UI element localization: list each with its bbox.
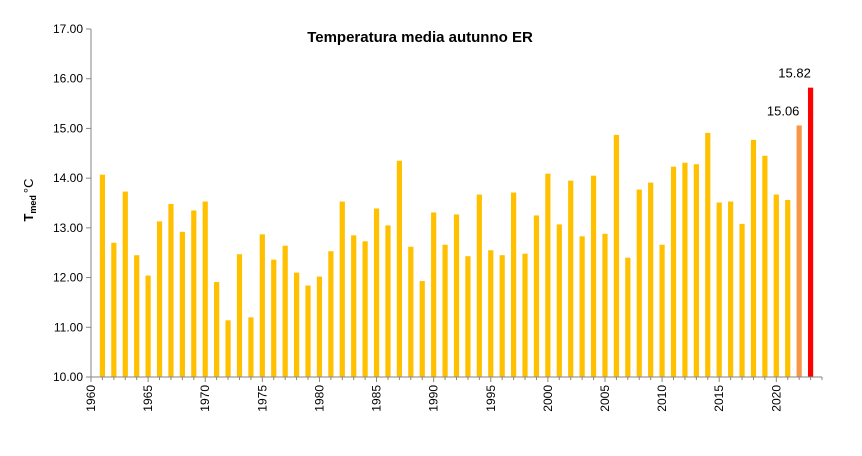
bar-1996 — [499, 255, 505, 377]
bar-1999 — [533, 215, 540, 377]
bar-1974 — [248, 317, 254, 377]
bar-1968 — [179, 231, 185, 377]
bar-2003 — [579, 236, 585, 377]
bar-2014 — [705, 132, 711, 377]
bar-2004 — [590, 175, 597, 377]
bar-1980 — [316, 276, 323, 377]
bar-2006 — [613, 134, 620, 377]
bar-2013 — [693, 164, 699, 377]
svg-text:Tmed°C: Tmed °C — [21, 178, 38, 221]
bar-1995 — [488, 250, 494, 377]
bar-1961 — [99, 174, 106, 377]
y-axis: 10.00 11.00 12.00 13.00 14.00 15.00 16.00 17.00 — [53, 22, 92, 384]
bar-2021 — [785, 200, 791, 377]
x-tick-label: 2005 — [598, 385, 612, 412]
data-label-2023: 15.82 — [778, 66, 811, 81]
bar-1965 — [145, 275, 151, 377]
x-tick-label: 2010 — [655, 385, 669, 412]
bar-1964 — [134, 255, 140, 377]
x-tick-label: 1965 — [141, 385, 155, 412]
bar-1971 — [214, 282, 220, 377]
bar-1986 — [385, 225, 391, 377]
bar-1966 — [156, 221, 163, 377]
y-tick-label: 10.00 — [53, 370, 83, 384]
x-tick-label: 1985 — [370, 385, 384, 412]
y-tick-label: 11.00 — [54, 320, 83, 334]
bar-1963 — [122, 191, 128, 377]
x-tick-label: 1980 — [312, 385, 326, 412]
y-tick-label: 14.00 — [53, 171, 83, 185]
bar-1970 — [202, 201, 208, 377]
y-axis-title-main: T — [21, 214, 36, 222]
bar-2023 — [807, 87, 814, 377]
bar-2017 — [739, 223, 745, 377]
bar-2020 — [773, 194, 779, 377]
bar-2011 — [670, 166, 677, 377]
bar-1983 — [351, 235, 357, 377]
y-axis-title-unit: °C — [21, 178, 36, 193]
x-tick-label: 1960 — [84, 385, 98, 412]
y-tick-label: 13.00 — [53, 221, 83, 235]
bar-2009 — [648, 182, 654, 377]
x-tick-label: 2000 — [541, 385, 555, 412]
bar-2001 — [556, 224, 562, 377]
x-tick-label: 2020 — [769, 385, 783, 412]
bar-1982 — [339, 201, 345, 377]
bar-1976 — [271, 259, 277, 377]
bar-2012 — [682, 162, 688, 377]
y-tick-label: 16.00 — [53, 72, 83, 86]
bar-2010 — [659, 244, 665, 377]
bar-1989 — [419, 281, 425, 377]
bar-1978 — [293, 272, 300, 377]
y-tick-label: 17.00 — [53, 22, 83, 36]
bar-2015 — [716, 202, 722, 377]
y-axis-title-sub: med — [28, 195, 38, 214]
bar-1984 — [362, 241, 368, 377]
x-tick-label: 1990 — [427, 385, 441, 412]
bar-1998 — [522, 253, 528, 377]
bar-1981 — [328, 251, 334, 377]
bar-1962 — [111, 242, 117, 377]
bar-1991 — [442, 244, 448, 377]
bars — [99, 87, 814, 377]
bar-1979 — [305, 285, 311, 377]
bar-1975 — [259, 234, 265, 377]
bar-1967 — [168, 203, 174, 377]
bar-1992 — [453, 214, 460, 377]
bar-1990 — [431, 212, 437, 377]
bar-2018 — [750, 139, 757, 377]
bar-1977 — [282, 245, 288, 377]
bar-1993 — [465, 256, 471, 377]
bar-2000 — [545, 173, 551, 377]
bar-2002 — [568, 180, 574, 377]
x-axis: 1960 1965 1970 1975 1980 1985 1990 1995 2000 2005… — [84, 376, 823, 412]
data-labels: 15.06 15.82 — [767, 66, 811, 119]
x-tick-label: 1975 — [255, 385, 269, 412]
y-tick-label: 12.00 — [53, 271, 83, 285]
x-tick-label: 1970 — [198, 385, 212, 412]
data-label-2022: 15.06 — [767, 103, 800, 118]
bar-1988 — [408, 246, 414, 377]
bar-1987 — [396, 160, 402, 377]
bar-1985 — [373, 208, 380, 377]
bar-1969 — [191, 210, 197, 377]
x-tick-label: 1995 — [484, 385, 498, 412]
bar-1997 — [511, 192, 517, 377]
y-axis-title: Tmed °C — [21, 178, 38, 221]
bar-2016 — [728, 201, 734, 377]
bar-2007 — [625, 257, 631, 377]
bar-2019 — [762, 155, 768, 377]
x-tick-label: 2015 — [712, 385, 726, 412]
bar-2022 — [796, 125, 802, 377]
bar-2008 — [636, 189, 642, 377]
bar-1972 — [225, 320, 231, 377]
bar-2005 — [602, 233, 608, 377]
y-tick-label: 15.00 — [53, 121, 83, 135]
bar-1973 — [236, 254, 243, 377]
bar-1994 — [476, 194, 482, 377]
chart-title: Temperatura media autunno ER — [307, 29, 533, 46]
